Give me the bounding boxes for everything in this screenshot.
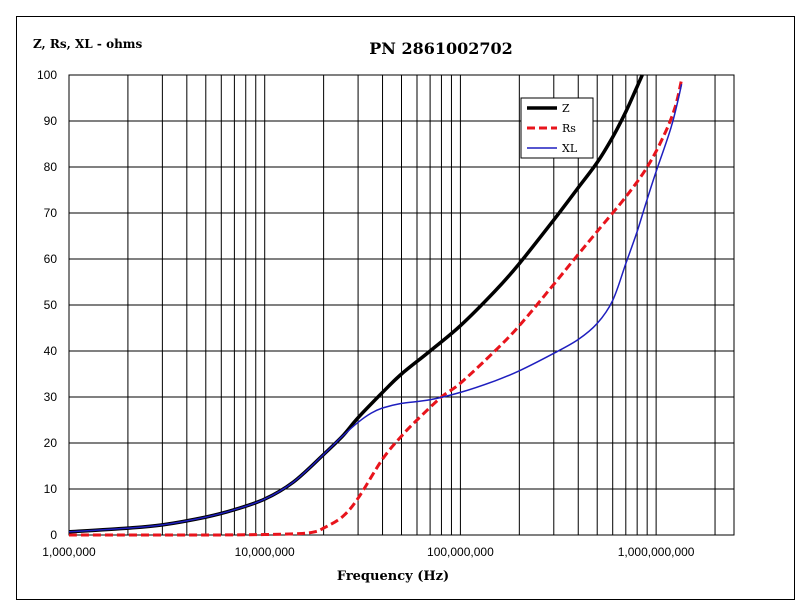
y-tick-label-70: 70 (44, 206, 58, 220)
x-tick-label-3: 1,000,000,000 (618, 545, 695, 559)
x-tick-labels: 1,000,000 10,000,000 100,000,000 1,000,000,… (42, 545, 695, 559)
plot-border (68, 74, 735, 536)
y-tick-label-10: 10 (44, 482, 58, 496)
y-tick-label-40: 40 (44, 344, 58, 358)
legend-label-rs: Rs (562, 122, 576, 135)
y-axis-label: Z, Rs, XL - ohms (33, 37, 142, 51)
y-tick-label-20: 20 (44, 436, 58, 450)
series-xl-line (68, 84, 683, 533)
x-axis-label: Frequency (Hz) (337, 569, 449, 584)
y-tick-labels: 0 10 20 30 40 50 60 70 80 90 100 (37, 68, 57, 542)
y-tick-label-60: 60 (44, 252, 58, 266)
chart-title: PN 2861002702 (369, 39, 513, 58)
y-tick-label-80: 80 (44, 160, 58, 174)
y-tick-label-0: 0 (50, 528, 57, 542)
legend: Z Rs XL (520, 97, 594, 159)
x-tick-label-2: 100,000,000 (427, 545, 494, 559)
x-tick-label-0: 1,000,000 (42, 545, 96, 559)
legend-label-z: Z (562, 102, 570, 115)
y-tick-label-90: 90 (44, 114, 58, 128)
x-tick-label-1: 10,000,000 (235, 545, 295, 559)
series-lines (68, 74, 684, 537)
series-rs-line (68, 79, 684, 537)
legend-label-xl: XL (562, 142, 578, 155)
y-tick-label-100: 100 (37, 68, 57, 82)
y-tick-label-30: 30 (44, 390, 58, 404)
y-tick-label-50: 50 (44, 298, 58, 312)
